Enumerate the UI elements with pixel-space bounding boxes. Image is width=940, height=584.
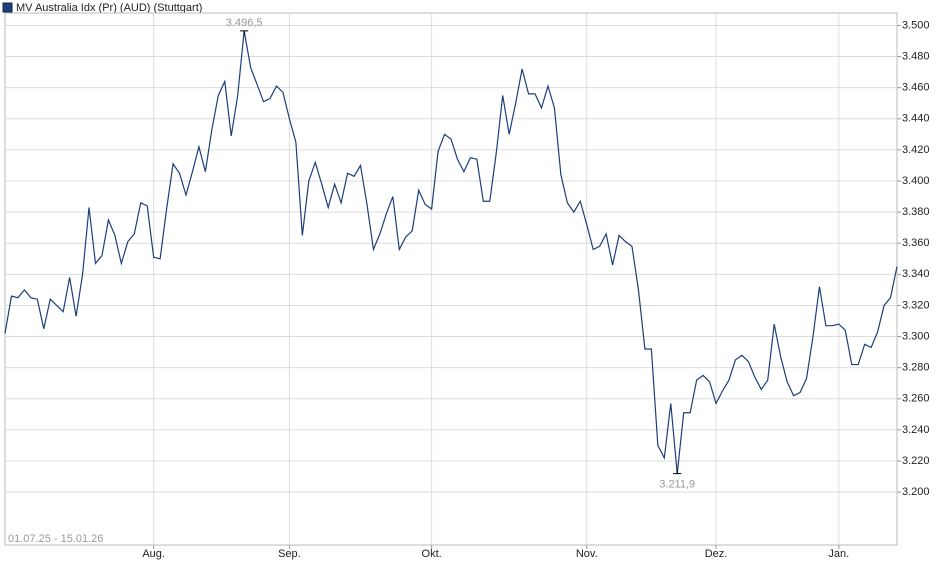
date-range: 01.07.25 - 15.01.26 bbox=[8, 533, 103, 545]
y-tick-label: 3.240 bbox=[902, 424, 930, 436]
max-label: 3.496,5 bbox=[226, 17, 263, 29]
min-label: 3.211,9 bbox=[659, 479, 695, 491]
y-tick-label: 3.220 bbox=[902, 455, 930, 467]
y-tick-label: 3.280 bbox=[902, 362, 930, 374]
y-tick-label: 3.260 bbox=[902, 393, 930, 405]
y-tick-label: 3.360 bbox=[902, 237, 930, 249]
x-tick-label: Okt. bbox=[422, 548, 442, 560]
y-tick-label: 3.460 bbox=[902, 82, 930, 94]
y-tick-label: 3.400 bbox=[902, 175, 930, 187]
y-tick-label: 3.380 bbox=[902, 206, 930, 218]
y-tick-label: 3.420 bbox=[902, 144, 930, 156]
x-tick-label: Nov. bbox=[576, 548, 598, 560]
chart-title: MV Australia Idx (Pr) (AUD) (Stuttgart) bbox=[16, 2, 202, 14]
y-tick-label: 3.340 bbox=[902, 268, 930, 280]
x-tick-label: Dez. bbox=[705, 548, 728, 560]
y-tick-label: 3.200 bbox=[902, 486, 930, 498]
y-tick-label: 3.440 bbox=[902, 113, 930, 125]
x-tick-label: Jan. bbox=[828, 548, 849, 560]
y-tick-label: 3.300 bbox=[902, 330, 930, 342]
legend-swatch bbox=[2, 2, 13, 13]
y-tick-label: 3.320 bbox=[902, 299, 930, 311]
x-tick-label: Sep. bbox=[278, 548, 301, 560]
min-marker bbox=[673, 469, 682, 475]
max-marker bbox=[240, 30, 249, 35]
x-tick-label: Aug. bbox=[142, 548, 165, 560]
y-tick-label: 3.500 bbox=[902, 19, 930, 31]
y-tick-label: 3.480 bbox=[902, 50, 930, 62]
line bbox=[4, 30, 898, 474]
plot-frame bbox=[4, 12, 898, 546]
